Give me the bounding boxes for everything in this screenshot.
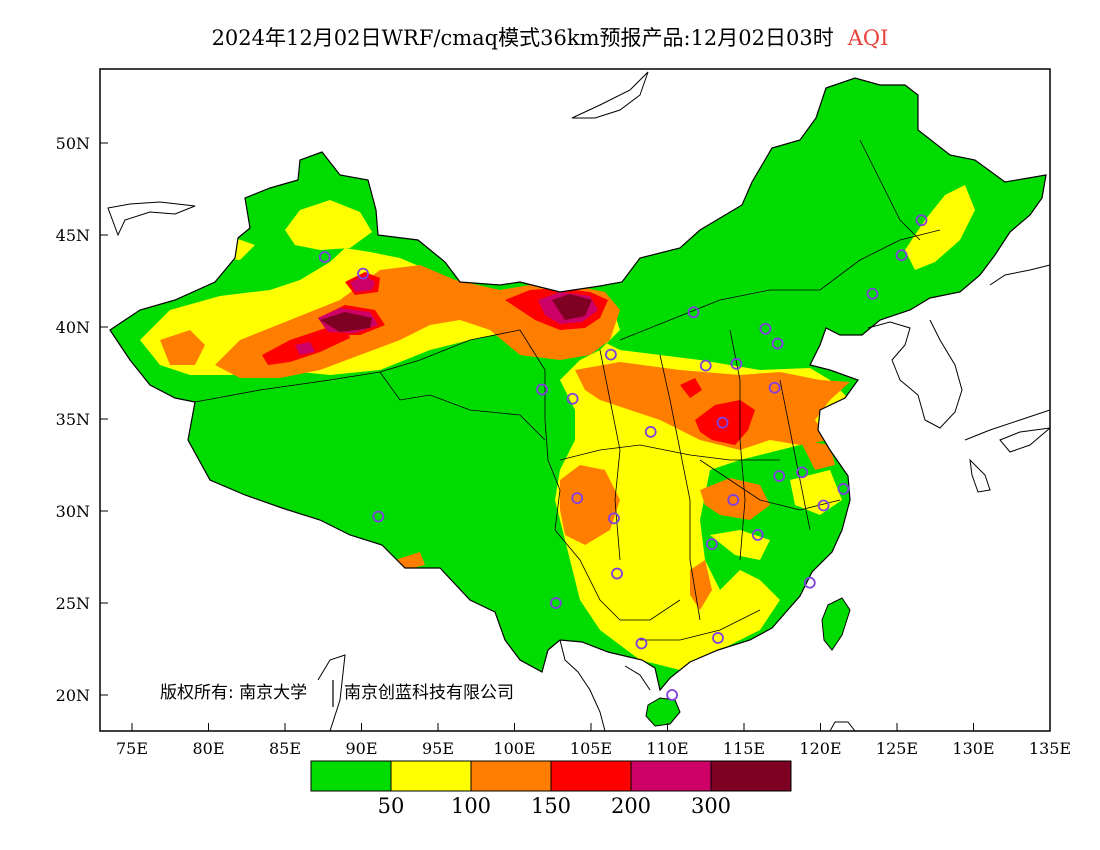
legend-level-label: 150: [531, 794, 571, 818]
station-marker: [635, 637, 648, 650]
coastlines: [107, 71, 1050, 731]
station-marker: [759, 322, 772, 335]
lat-tick-label: 40N: [56, 318, 90, 337]
legend-swatch: [390, 760, 472, 792]
title-variable: AQI: [847, 26, 889, 50]
lon-tick-label: 115E: [723, 739, 765, 758]
station-marker: [318, 251, 331, 263]
legend-swatch: [550, 760, 632, 792]
hainan-island: [645, 697, 681, 727]
lat-tick-label: 50N: [56, 134, 90, 153]
station-marker: [751, 529, 764, 541]
station-marker: [895, 249, 908, 262]
station-marker: [771, 337, 784, 350]
taiwan-island: [821, 597, 851, 651]
latitude-axis: 20N 25N 30N 35N 40N 45N 50N: [56, 134, 108, 705]
title-text: 2024年12月02日WRF/cmaq模式36km预报产品:12月02日03时: [211, 26, 834, 50]
station-marker: [712, 632, 724, 644]
lat-tick-label: 25N: [56, 594, 90, 613]
lon-tick-label: 120E: [799, 739, 841, 758]
station-marker: [866, 287, 879, 300]
legend-swatch: [470, 760, 552, 792]
station-marker: [566, 392, 579, 405]
aqi-level-3-regions: [160, 265, 850, 610]
legend-level-label: 300: [691, 794, 731, 818]
station-marker: [773, 470, 786, 482]
lon-tick-label: 100E: [493, 739, 535, 758]
map-frame: [99, 68, 1051, 732]
legend-swatch: [710, 760, 792, 792]
aqi-level-6-regions: [320, 294, 592, 332]
lat-tick-label: 30N: [56, 502, 90, 521]
station-marker: [608, 512, 620, 525]
lon-tick-label: 90E: [345, 739, 377, 758]
station-marker: [357, 267, 369, 280]
legend-level-label: 200: [611, 794, 651, 818]
station-marker: [915, 214, 928, 227]
lon-tick-label: 80E: [192, 739, 224, 758]
lat-tick-label: 45N: [56, 226, 90, 245]
station-marker: [549, 597, 562, 609]
province-boundaries: [194, 139, 941, 641]
station-marker: [730, 357, 743, 370]
station-marker: [705, 538, 718, 551]
station-marker: [666, 689, 678, 701]
lon-tick-label: 125E: [876, 739, 918, 758]
copyright-left: 版权所有: 南京大学: [160, 683, 307, 703]
lon-tick-label: 135E: [1029, 739, 1071, 758]
lat-tick-label: 35N: [56, 410, 90, 429]
legend-level-label: 50: [378, 794, 405, 818]
station-marker: [699, 359, 712, 372]
lon-tick-label: 130E: [952, 739, 994, 758]
station-marker: [604, 348, 617, 361]
map-title: 2024年12月02日WRF/cmaq模式36km预报产品:12月02日03时 A…: [0, 22, 1100, 52]
lon-tick-label: 75E: [116, 739, 148, 758]
lon-tick-label: 110E: [646, 739, 688, 758]
lon-tick-label: 95E: [422, 739, 454, 758]
station-marker: [817, 499, 830, 512]
china-border: [109, 77, 1047, 692]
station-marker: [716, 416, 729, 429]
station-marker: [571, 492, 584, 505]
lon-tick-label: 105E: [570, 739, 612, 758]
legend-swatch: [630, 760, 712, 792]
aqi-legend: 50 100 150 200 300: [310, 760, 792, 818]
lat-tick-label: 20N: [56, 686, 90, 705]
station-marker: [796, 466, 809, 479]
longitude-axis: 75E 80E 85E 90E 95E 100E 105E 110E 115E 120E 125E 1…: [116, 723, 1071, 758]
station-marker: [837, 483, 850, 495]
station-marker: [536, 383, 548, 396]
station-marker: [803, 576, 816, 589]
station-marker: [372, 510, 385, 523]
legend-level-label: 100: [451, 794, 491, 818]
station-marker: [644, 425, 657, 438]
station-markers: [318, 214, 928, 701]
lon-tick-label: 85E: [269, 739, 301, 758]
station-marker: [611, 567, 623, 580]
station-marker: [727, 494, 740, 506]
station-marker: [768, 381, 781, 394]
copyright-right: 南京创蓝科技有限公司: [344, 683, 514, 703]
legend-swatch: [310, 760, 392, 792]
station-marker: [687, 306, 700, 319]
